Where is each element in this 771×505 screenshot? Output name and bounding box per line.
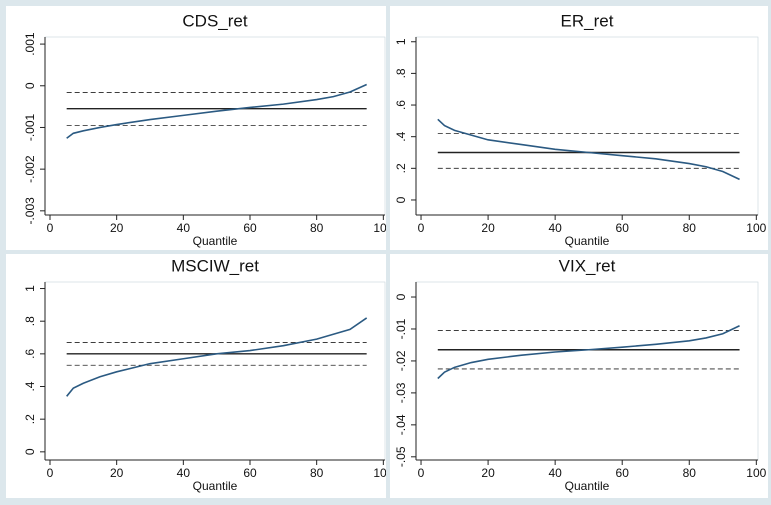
x-tick-label: 0 [418, 221, 425, 235]
x-tick-label: 60 [243, 466, 257, 480]
y-tick-label: .4 [23, 381, 37, 391]
x-tick-label: 80 [683, 221, 697, 235]
x-tick-label: 80 [310, 221, 324, 235]
x-tick-label: 100 [746, 221, 766, 235]
x-tick-label: 100 [373, 221, 393, 235]
x-axis-label: Quantile [565, 234, 610, 248]
x-tick-label: 60 [243, 221, 257, 235]
y-tick-label: -.02 [394, 350, 408, 371]
y-tick-label: .6 [23, 349, 37, 359]
y-tick-label: 0 [23, 82, 37, 89]
plot-area [415, 281, 759, 461]
panel-title: CDS_ret [182, 11, 247, 30]
x-tick-label: 40 [177, 466, 191, 480]
y-tick-label: -.003 [23, 197, 37, 225]
x-tick-label: 20 [481, 221, 495, 235]
quantile-curve [66, 83, 367, 139]
panel: CDS_ret .001 0 -.001 -.002 -.003 0 20 40 60 80 100 Q… [6, 6, 393, 250]
plot-area [415, 36, 759, 216]
x-tick-label: 0 [418, 466, 425, 480]
y-tick-label: -.03 [394, 382, 408, 403]
x-tick-label: 40 [548, 221, 562, 235]
y-tick-label: 0 [394, 196, 408, 203]
x-tick-label: 0 [47, 466, 54, 480]
x-tick-label: 0 [47, 221, 54, 235]
y-tick-label: .001 [23, 32, 37, 56]
panel-title: ER_ret [561, 11, 614, 30]
panel-title: VIX_ret [559, 256, 616, 275]
x-tick-label: 60 [616, 466, 630, 480]
x-tick-label: 20 [481, 466, 495, 480]
y-tick-label: 0 [23, 448, 37, 455]
x-tick-label: 80 [310, 466, 324, 480]
y-tick-label: 1 [23, 285, 37, 292]
x-tick-label: 60 [616, 221, 630, 235]
y-tick-label: .8 [394, 68, 408, 78]
y-tick-label: .2 [23, 414, 37, 424]
x-axis-label: Quantile [565, 479, 610, 493]
x-tick-label: 20 [110, 221, 124, 235]
y-tick-label: -.001 [23, 113, 37, 141]
quantile-curve [437, 118, 740, 181]
x-tick-label: 100 [746, 466, 766, 480]
x-tick-label: 40 [177, 221, 191, 235]
plot-area [44, 281, 386, 461]
y-tick-label: 0 [394, 293, 408, 300]
plot-area [44, 36, 386, 216]
quantile-curve [66, 317, 368, 397]
x-axis-label: Quantile [193, 234, 238, 248]
panel: MSCIW_ret 1 .8 .6 .4 .2 0 0 20 40 60 80 100 Quantile [6, 254, 393, 498]
y-tick-label: .2 [394, 163, 408, 173]
y-tick-label: 1 [394, 38, 408, 45]
y-tick-label: -.04 [394, 414, 408, 435]
x-tick-label: 80 [683, 466, 697, 480]
y-tick-label: -.05 [394, 446, 408, 467]
x-tick-label: 100 [373, 466, 393, 480]
panel: VIX_ret 0 -.01 -.02 -.03 -.04 -.05 0 20 40 60 80 100… [390, 254, 768, 498]
panel: ER_ret 1 .8 .6 .4 .2 0 0 20 40 60 80 100 Quantile [390, 6, 768, 250]
x-tick-label: 20 [110, 466, 124, 480]
y-tick-label: .6 [394, 100, 408, 110]
y-tick-label: .8 [23, 316, 37, 326]
y-tick-label: -.01 [394, 318, 408, 339]
y-tick-label: .4 [394, 131, 408, 141]
x-tick-label: 40 [548, 466, 562, 480]
panel-title: MSCIW_ret [171, 256, 259, 275]
quantile-curve [437, 325, 740, 380]
y-tick-label: -.002 [23, 155, 37, 183]
x-axis-label: Quantile [193, 479, 238, 493]
